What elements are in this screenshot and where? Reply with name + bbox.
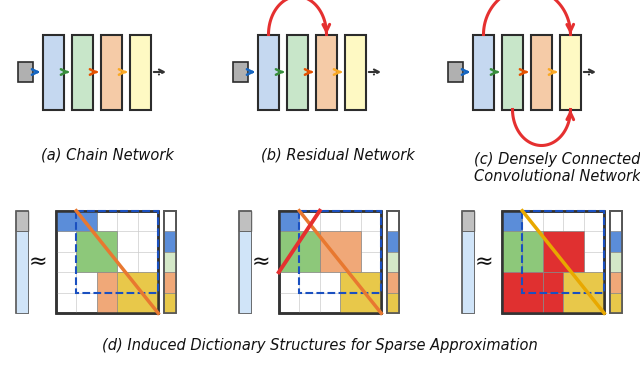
Bar <box>279 231 320 272</box>
Bar <box>164 211 176 231</box>
Bar <box>502 231 522 272</box>
Bar <box>258 35 279 109</box>
Bar <box>43 35 64 109</box>
Bar <box>611 211 622 313</box>
Bar <box>76 231 117 272</box>
Text: (d) Induced Dictionary Structures for Sparse Approximation: (d) Induced Dictionary Structures for Sp… <box>102 338 538 353</box>
Bar <box>387 272 399 293</box>
Bar <box>16 211 28 313</box>
Bar <box>502 211 522 231</box>
Bar <box>164 211 176 313</box>
Bar <box>345 35 366 109</box>
Text: ≈: ≈ <box>28 252 47 272</box>
Bar <box>130 35 151 109</box>
Bar <box>72 35 93 109</box>
Bar <box>502 211 604 313</box>
Bar <box>560 35 581 109</box>
Bar <box>239 211 251 231</box>
Bar <box>287 35 308 109</box>
Bar <box>279 211 381 313</box>
Bar <box>76 211 158 293</box>
Bar <box>316 35 337 109</box>
Bar <box>164 272 176 293</box>
Bar <box>97 272 138 313</box>
Bar <box>387 293 399 313</box>
Bar <box>611 211 622 231</box>
Bar <box>387 211 399 313</box>
Bar <box>16 211 28 231</box>
Bar <box>16 211 28 231</box>
Bar <box>543 272 563 313</box>
Text: ≈: ≈ <box>474 252 493 272</box>
Bar <box>473 35 494 109</box>
Bar <box>233 62 248 82</box>
Bar <box>502 272 543 313</box>
Bar <box>387 252 399 272</box>
Text: (a) Chain Network: (a) Chain Network <box>40 148 173 163</box>
Bar <box>611 211 622 313</box>
Bar <box>611 252 622 272</box>
Bar <box>522 231 543 272</box>
Bar <box>164 231 176 252</box>
Bar <box>461 211 474 313</box>
Bar <box>611 272 622 293</box>
Bar <box>56 211 97 231</box>
Bar <box>387 211 399 231</box>
Text: (b) Residual Network: (b) Residual Network <box>261 148 415 163</box>
Bar <box>164 211 176 313</box>
Bar <box>16 231 28 313</box>
Bar <box>300 211 381 293</box>
Bar <box>563 272 604 313</box>
Bar <box>543 272 584 293</box>
Bar <box>611 293 622 313</box>
Bar <box>543 231 584 272</box>
Bar <box>461 231 474 313</box>
Bar <box>611 231 622 252</box>
Bar <box>387 231 399 252</box>
Bar <box>502 211 604 313</box>
Bar <box>340 272 381 313</box>
Bar <box>279 211 381 313</box>
Text: ≈: ≈ <box>252 252 270 272</box>
Bar <box>239 211 251 313</box>
Bar <box>461 211 474 231</box>
Bar <box>56 211 158 313</box>
Bar <box>239 231 251 313</box>
Bar <box>239 211 251 231</box>
Bar <box>101 35 122 109</box>
Bar <box>117 272 158 313</box>
Bar <box>164 293 176 313</box>
Bar <box>522 211 604 293</box>
Bar <box>461 211 474 231</box>
Bar <box>320 231 361 272</box>
Bar <box>18 62 33 82</box>
Bar <box>56 211 158 313</box>
Bar <box>502 35 523 109</box>
Text: (c) Densely Connected
Convolutional Network: (c) Densely Connected Convolutional Netw… <box>474 152 640 184</box>
Bar <box>531 35 552 109</box>
Bar <box>164 252 176 272</box>
Bar <box>279 211 300 231</box>
Bar <box>448 62 463 82</box>
Bar <box>387 211 399 313</box>
